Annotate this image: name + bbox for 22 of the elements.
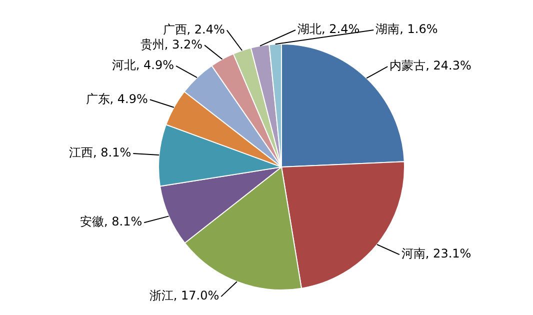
slice-label: 浙江 (149, 288, 174, 303)
data-label: , 2.4% (322, 22, 360, 36)
slice-label: 贵州 (140, 37, 164, 52)
data-label: , 4.9% (110, 92, 148, 106)
slice-label: 广西 (162, 22, 187, 36)
data-label: , 8.1% (104, 214, 142, 229)
slice-label: 内蒙古 (390, 58, 426, 73)
slice-label: 湖北 (298, 22, 322, 36)
data-label: , 8.1% (93, 146, 132, 160)
slice-label: 广东 (86, 92, 110, 106)
slice-label: 河北 (112, 58, 136, 72)
slice-label: 河南 (401, 246, 426, 261)
slice-label: 湖南 (376, 22, 400, 36)
slice-label: 安徽 (80, 214, 104, 229)
data-label: , 17.0% (173, 288, 220, 303)
data-label: , 24.3% (426, 58, 472, 73)
data-label: , 4.9% (136, 58, 174, 72)
data-label: , 23.1% (425, 246, 472, 261)
data-label: , 3.2% (164, 37, 203, 52)
data-label: , 1.6% (400, 22, 438, 36)
slice-label: 江西 (69, 146, 94, 160)
data-label: , 2.4% (186, 22, 225, 36)
